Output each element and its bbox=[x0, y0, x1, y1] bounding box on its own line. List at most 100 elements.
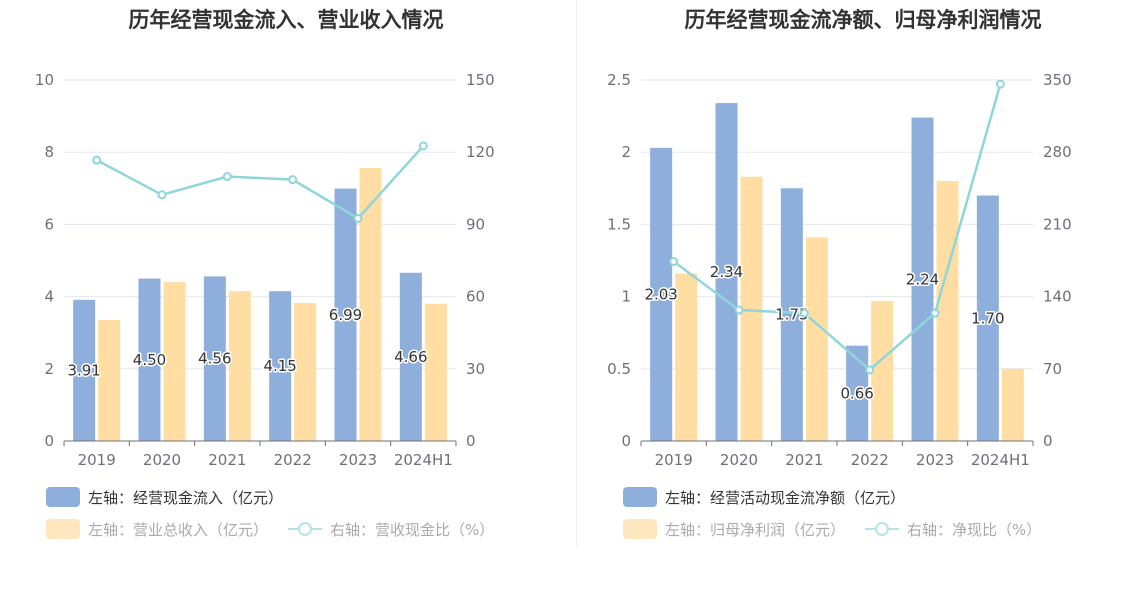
bar-series2[interactable] bbox=[424, 303, 447, 441]
x-tick-label: 2023 bbox=[916, 451, 954, 469]
x-tick-label: 2019 bbox=[78, 451, 116, 469]
bar-series1[interactable] bbox=[138, 278, 161, 441]
ratio-line bbox=[96, 145, 425, 220]
x-tick-label: 2024H1 bbox=[971, 451, 1030, 469]
legend-label: 左轴：营业总收入（亿元） bbox=[88, 520, 269, 539]
legend-item-line[interactable]: 右轴：净现比（%） bbox=[865, 519, 1041, 540]
chart-panel-left: 历年经营现金流入、营业收入情况 0 2 4 6 8 10 0 30 60 90 120 150 2019… bbox=[6, 0, 566, 589]
chart-panel-right: 历年经营现金流净额、归母净利润情况 0 0.5 1 1.5 2 2.5 0 70 140 210 2… bbox=[583, 0, 1143, 589]
y-left-tick-label: 4 bbox=[44, 288, 54, 306]
y-right-tick-label: 60 bbox=[466, 288, 485, 306]
ratio-line bbox=[672, 83, 1002, 372]
y-left-tick-label: 2 bbox=[621, 143, 631, 161]
bar-series2[interactable] bbox=[740, 176, 763, 442]
y-left-tick-label: 6 bbox=[44, 215, 54, 233]
ratio-point[interactable] bbox=[930, 308, 940, 318]
legend-item-bar1[interactable]: 左轴：经营现金流入（亿元） bbox=[46, 487, 283, 508]
chart-title: 历年经营现金流净额、归母净利润情况 bbox=[684, 8, 1042, 32]
legend-item-bar1[interactable]: 左轴：经营活动现金流净额（亿元） bbox=[623, 487, 905, 508]
data-label: 3.91 bbox=[67, 361, 100, 379]
bar-series2[interactable] bbox=[359, 168, 382, 442]
ratio-point[interactable] bbox=[353, 213, 363, 223]
legend-label: 左轴：经营现金流入（亿元） bbox=[88, 488, 284, 507]
data-label: 0.66 bbox=[840, 384, 873, 402]
ratio-point[interactable] bbox=[669, 257, 679, 267]
ratio-point[interactable] bbox=[734, 305, 744, 315]
x-tick-label: 2021 bbox=[208, 451, 246, 469]
x-tick-label: 2024H1 bbox=[394, 451, 453, 469]
bar-series2[interactable] bbox=[228, 291, 251, 441]
y-right-tick-label: 210 bbox=[1043, 215, 1072, 233]
legend-item-bar2[interactable]: 左轴：归母净利润（亿元） bbox=[623, 519, 845, 540]
bar-series2[interactable] bbox=[871, 300, 894, 441]
bar-series2[interactable] bbox=[98, 320, 121, 441]
x-tick-label: 2022 bbox=[851, 451, 889, 469]
legend-item-bar2[interactable]: 左轴：营业总收入（亿元） bbox=[46, 519, 268, 540]
ratio-point[interactable] bbox=[92, 155, 102, 165]
ratio-point[interactable] bbox=[865, 365, 875, 375]
x-tick-label: 2019 bbox=[655, 451, 693, 469]
bar-series2[interactable] bbox=[1001, 368, 1024, 441]
data-label: 6.99 bbox=[329, 306, 362, 324]
y-right-tick-label: 0 bbox=[1043, 432, 1053, 450]
legend-label: 右轴：营收现金比（%） bbox=[330, 520, 495, 539]
bar-series1[interactable] bbox=[846, 345, 869, 441]
y-right-tick-label: 70 bbox=[1043, 360, 1062, 378]
bar-series2[interactable] bbox=[163, 282, 186, 441]
ratio-point[interactable] bbox=[157, 190, 167, 200]
data-label: 2.24 bbox=[906, 270, 939, 288]
bar-series2[interactable] bbox=[936, 181, 959, 441]
data-label: 4.50 bbox=[133, 351, 166, 369]
bar-series1[interactable] bbox=[269, 291, 292, 441]
bar-series1[interactable] bbox=[650, 147, 673, 442]
ratio-point[interactable] bbox=[222, 172, 232, 182]
y-left-tick-label: 0 bbox=[621, 432, 631, 450]
data-label: 4.15 bbox=[263, 357, 296, 375]
bar-series2[interactable] bbox=[805, 237, 828, 441]
legend-item-line[interactable]: 右轴：营收现金比（%） bbox=[288, 519, 494, 540]
ratio-point[interactable] bbox=[799, 308, 809, 318]
chart-svg-right: 0 0.5 1 1.5 2 2.5 0 70 140 210 280 350 2019 2020 2021 2… bbox=[607, 71, 1072, 469]
chart-svg-left: 0 2 4 6 8 10 0 30 60 90 120 150 2019 2020 2021 2022 2023… bbox=[35, 71, 495, 469]
y-left-tick-label: 1.5 bbox=[607, 215, 631, 233]
bar-series1[interactable] bbox=[976, 195, 999, 441]
x-tick-label: 2021 bbox=[785, 451, 823, 469]
y-left-tick-label: 8 bbox=[44, 143, 54, 161]
legend-swatch-bar2 bbox=[623, 519, 657, 539]
y-left-tick-label: 0.5 bbox=[607, 360, 631, 378]
ratio-point[interactable] bbox=[995, 79, 1005, 89]
y-right-tick-label: 90 bbox=[466, 215, 485, 233]
legend-label: 左轴：归母净利润（亿元） bbox=[665, 520, 846, 539]
bar-series1[interactable] bbox=[334, 188, 357, 441]
y-right-tick-label: 280 bbox=[1043, 143, 1072, 161]
data-label: 2.03 bbox=[644, 285, 677, 303]
y-right-tick-label: 140 bbox=[1043, 288, 1072, 306]
bar-series2[interactable] bbox=[675, 273, 698, 441]
y-right-tick-label: 0 bbox=[466, 432, 476, 450]
ratio-point[interactable] bbox=[418, 141, 428, 151]
bar-series1[interactable] bbox=[203, 276, 226, 441]
y-left-tick-label: 2 bbox=[44, 360, 54, 378]
y-right-tick-label: 120 bbox=[466, 143, 495, 161]
bar-series1[interactable] bbox=[73, 299, 96, 441]
legend-swatch-bar1 bbox=[46, 487, 80, 507]
legend-label: 左轴：经营活动现金流净额（亿元） bbox=[665, 488, 906, 507]
bar-series1[interactable] bbox=[780, 188, 803, 441]
data-label: 1.75 bbox=[775, 306, 808, 324]
chart-title: 历年经营现金流入、营业收入情况 bbox=[128, 8, 444, 32]
bar-series1[interactable] bbox=[911, 117, 934, 441]
data-label: 4.66 bbox=[394, 348, 427, 366]
legend-label: 右轴：净现比（%） bbox=[907, 520, 1042, 539]
y-right-tick-label: 350 bbox=[1043, 71, 1072, 89]
bar-series2[interactable] bbox=[294, 303, 317, 441]
x-tick-label: 2020 bbox=[143, 451, 181, 469]
legend-swatch-bar2 bbox=[46, 519, 80, 539]
bar-series1[interactable] bbox=[399, 272, 422, 441]
x-tick-label: 2020 bbox=[720, 451, 758, 469]
bar-series1[interactable] bbox=[715, 103, 738, 441]
y-left-tick-label: 0 bbox=[44, 432, 54, 450]
y-left-tick-label: 2.5 bbox=[607, 71, 631, 89]
data-label: 1.70 bbox=[971, 309, 1004, 327]
ratio-point[interactable] bbox=[288, 175, 298, 185]
y-right-tick-label: 150 bbox=[466, 71, 495, 89]
